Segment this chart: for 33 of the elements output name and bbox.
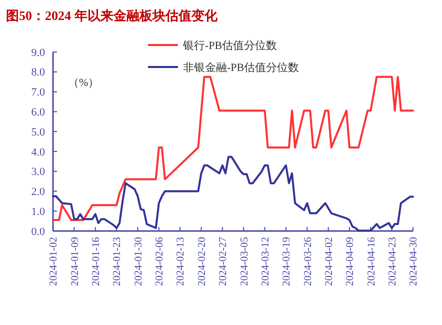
- legend-label: 银行-PB估值分位数: [182, 40, 278, 52]
- x-tick-label: 2024-02-13: [176, 237, 187, 286]
- y-tick-label: 9.0: [31, 46, 46, 59]
- x-tick-label: 2024-02-06: [154, 237, 166, 286]
- y-tick-label: 2.0: [31, 186, 46, 198]
- x-tick-label: 2024-03-19: [282, 237, 293, 286]
- y-tick-label: 6.0: [31, 106, 46, 119]
- x-tick-label: 2024-04-09: [345, 237, 356, 286]
- x-tick-label: 2024-01-09: [70, 237, 81, 286]
- x-tick-label: 2024-02-20: [196, 237, 208, 286]
- x-tick-label: 2024-01-02: [48, 237, 60, 286]
- chart-title: 图50：2024 年以来金融板块估值变化: [6, 8, 218, 23]
- y-axis-title: （%）: [68, 77, 100, 89]
- x-tick-label: 2024-01-16: [91, 237, 102, 286]
- legend-label: 非银金融-PB估值分位数: [183, 60, 300, 74]
- y-tick-label: 8.0: [31, 66, 46, 79]
- y-tick-label: 7.0: [31, 86, 46, 99]
- y-tick-label: 3.0: [31, 166, 46, 178]
- x-tick-label: 2024-03-05: [239, 237, 250, 286]
- x-tick-label: 2024-04-30: [408, 237, 420, 286]
- x-tick-label: 2024-04-16: [366, 237, 378, 286]
- line-series: [52, 76, 414, 222]
- x-tick-label: 2024-03-26: [302, 237, 314, 286]
- x-tick-label: 2024-04-23: [388, 237, 398, 286]
- x-tick-label: 2024-01-30: [133, 237, 144, 286]
- y-tick-label: 1.0: [31, 206, 46, 218]
- x-tick-label: 2024-01-23: [112, 237, 124, 286]
- y-tick-label: 4.0: [31, 146, 46, 158]
- x-tick-label: 2024-04-02: [324, 237, 335, 286]
- x-tick-label: 2024-02-27: [218, 237, 230, 286]
- x-tick-label: 2024-03-12: [260, 237, 272, 286]
- y-tick-label: 0.0: [31, 226, 46, 238]
- y-tick-label: 5.0: [31, 126, 46, 138]
